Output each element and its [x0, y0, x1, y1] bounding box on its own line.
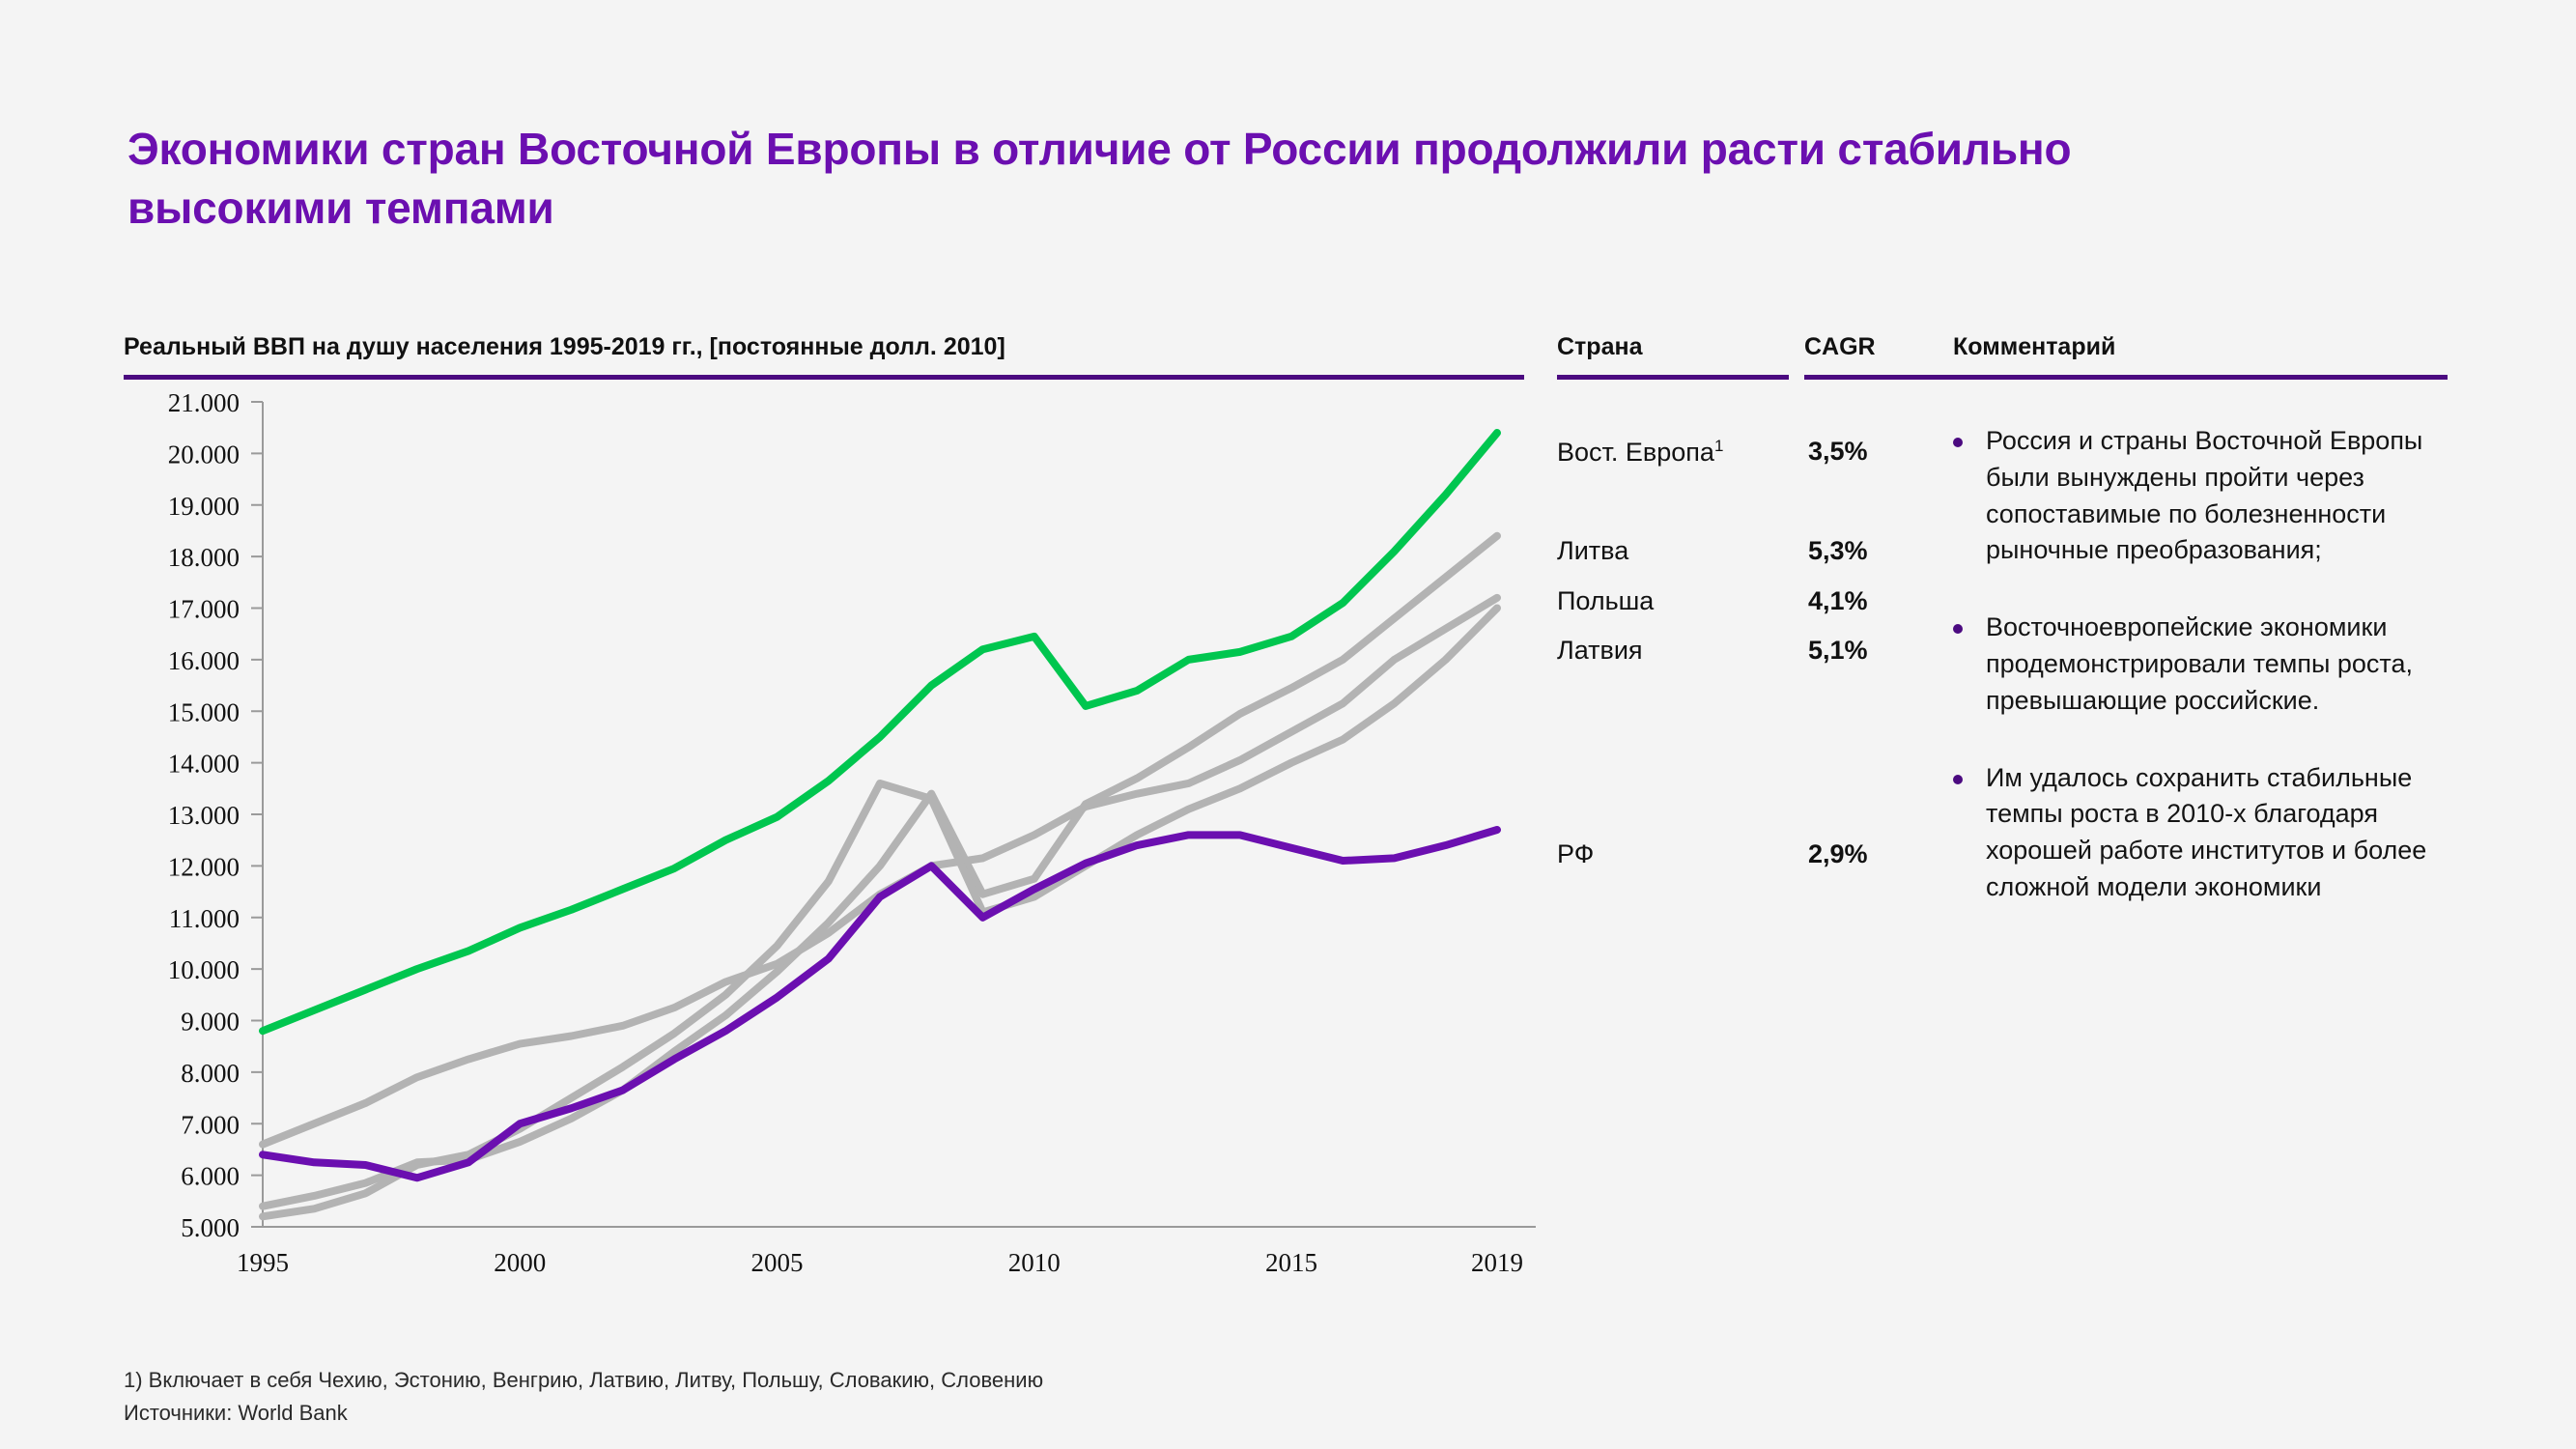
bullet-dot-icon: [1953, 438, 1963, 447]
y-axis-tick-label: 21.000: [168, 388, 240, 417]
bullet-dot-icon: [1953, 624, 1963, 635]
x-axis-tick-label: 2005: [751, 1248, 804, 1277]
y-axis-tick-label: 15.000: [168, 697, 240, 726]
legend-label-rf: РФ: [1557, 839, 1595, 868]
x-axis-tick-label: 2015: [1265, 1248, 1317, 1277]
y-axis-tick-label: 16.000: [168, 646, 240, 675]
chart-line-вост-европа: [259, 429, 1501, 1036]
chart-line-рф: [259, 826, 1501, 1182]
y-axis: 5.000 6.000 7.000 8.000 9.000 10.000 11.000 12.…: [168, 388, 264, 1242]
x-axis-tick-label: 1995: [237, 1248, 289, 1277]
y-axis-tick-label: 7.000: [181, 1110, 240, 1139]
y-axis-tick-label: 19.000: [168, 492, 240, 521]
line-chart: 5.000 6.000 7.000 8.000 9.000 10.000 11.000 12.…: [116, 384, 1584, 1312]
legend-cagr-litva: 5,3%: [1808, 536, 1868, 565]
chart-line-латвия: [259, 604, 1501, 1221]
legend-cagr-polsha: 4,1%: [1808, 586, 1868, 615]
bullet-dot-icon: [1953, 774, 1963, 784]
y-axis-tick-label: 14.000: [168, 750, 240, 779]
x-axis-tick-label: 2019: [1471, 1248, 1523, 1277]
chart-subtitle: Реальный ВВП на душу населения 1995-2019…: [124, 333, 1524, 380]
y-axis-tick-label: 17.000: [168, 595, 240, 624]
y-axis-tick-label: 18.000: [168, 543, 240, 572]
column-header-comment: Комментарий: [1953, 333, 2448, 380]
y-axis-tick-label: 11.000: [169, 904, 240, 933]
legend-cagr-rf: 2,9%: [1808, 839, 1868, 868]
commentary-bullet-text: Россия и страны Восточной Европы были вы…: [1986, 426, 2423, 565]
footnote-line-2: Источники: World Bank: [124, 1401, 348, 1426]
chart-line-литва: [259, 531, 1501, 1210]
footnotes: 1) Включает в себя Чехию, Эстонию, Венгр…: [124, 1364, 1043, 1430]
legend-cagr-latvia: 5,1%: [1808, 636, 1868, 665]
commentary-bullet-text: Им удалось сохранить стабильные темпы ро…: [1986, 762, 2427, 901]
column-header-cagr: CAGR: [1804, 333, 1968, 380]
chart-canvas: 5.000 6.000 7.000 8.000 9.000 10.000 11.000 12.…: [168, 388, 1536, 1277]
x-axis-tick-label: 2000: [494, 1248, 546, 1277]
legend-footnote-marker: 1: [1713, 437, 1724, 455]
y-axis-tick-label: 6.000: [181, 1162, 240, 1191]
y-axis-tick-label: 13.000: [168, 801, 240, 830]
y-axis-tick-label: 12.000: [168, 852, 240, 881]
chart-series-group: [259, 429, 1501, 1221]
x-axis: 1995 2000 2005 2010 2015 2019: [237, 1226, 1536, 1277]
legend-label-latvia: Латвия: [1557, 636, 1643, 665]
y-axis-tick-label: 8.000: [181, 1059, 240, 1088]
column-header-country: Страна: [1557, 333, 1789, 380]
y-axis-tick-label: 9.000: [181, 1008, 240, 1037]
legend-label-polsha: Польша: [1557, 586, 1655, 615]
commentary-bullet-text: Восточноевропейские экономики продемонст…: [1986, 612, 2413, 715]
y-axis-tick-label: 10.000: [168, 955, 240, 984]
x-axis-tick-label: 2010: [1008, 1248, 1061, 1277]
page-title: Экономики стран Восточной Европы в отлич…: [127, 124, 2072, 233]
commentary-bullet: Россия и страны Восточной Европы были вы…: [1953, 423, 2475, 569]
commentary-bullet: Восточноевропейские экономики продемонст…: [1953, 610, 2475, 719]
y-axis-tick-label: 5.000: [181, 1213, 240, 1242]
footnote-line-1: 1) Включает в себя Чехию, Эстонию, Венгр…: [124, 1368, 1044, 1392]
commentary-bullet: Им удалось сохранить стабильные темпы ро…: [1953, 760, 2475, 906]
commentary-list: Россия и страны Восточной Европы были вы…: [1953, 423, 2475, 947]
y-axis-tick-label: 20.000: [168, 440, 240, 469]
legend-cagr-vost-evropa: 3,5%: [1808, 437, 1868, 466]
legend-label-vost-evropa: Вост. Европа1: [1557, 437, 1724, 467]
legend-label-litva: Литва: [1557, 536, 1629, 565]
